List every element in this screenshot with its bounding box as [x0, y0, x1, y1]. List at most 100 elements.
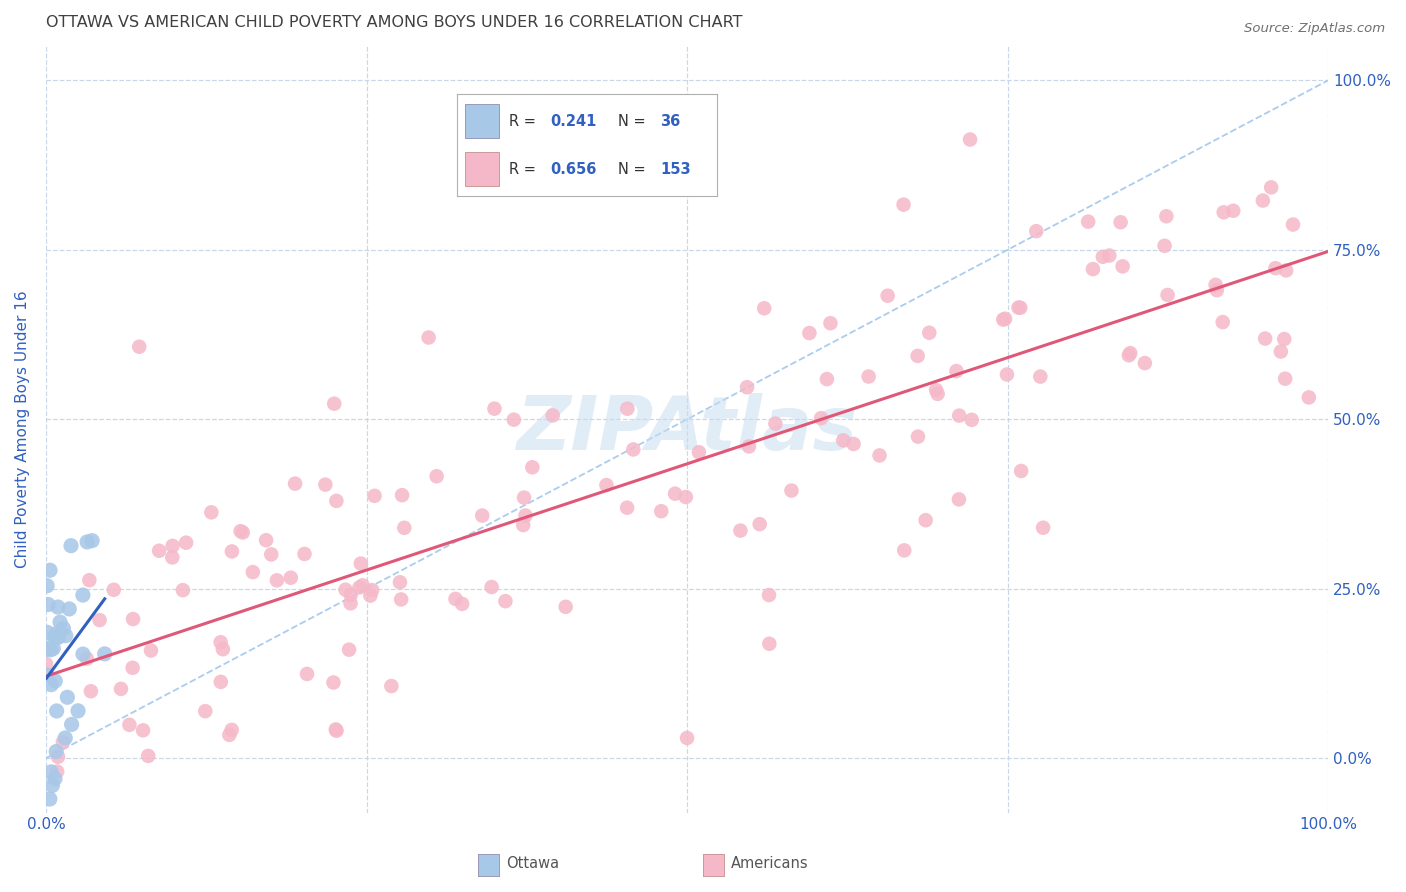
Point [1098, 248, 1121, 262]
Point [209, 635, 232, 649]
Point [128, 340, 150, 354]
Point [200, 505, 222, 519]
Point [121, 661, 143, 675]
Point [322, 675, 344, 690]
Point [52, 622, 75, 636]
Point [522, 460, 544, 475]
Point [554, 599, 576, 614]
Point [136, 748, 159, 763]
Point [45, 626, 67, 640]
Point [209, 674, 232, 689]
Point [80, 684, 103, 698]
Point [389, 592, 412, 607]
Point [295, 667, 318, 681]
Point [893, 197, 915, 211]
Point [39, 764, 62, 779]
Point [1118, 348, 1140, 362]
Point [380, 679, 402, 693]
Point [595, 478, 617, 492]
Point [1270, 344, 1292, 359]
Point [38, 792, 60, 806]
Point [391, 488, 413, 502]
Point [688, 445, 710, 459]
Point [810, 411, 832, 425]
Point [325, 723, 347, 737]
Point [350, 557, 373, 571]
Point [995, 368, 1018, 382]
Point [325, 494, 347, 508]
Point [53, 731, 76, 745]
Point [46, 630, 69, 644]
Point [1081, 262, 1104, 277]
Point [39, 642, 62, 657]
Point [335, 582, 357, 597]
Point [46, 749, 69, 764]
Point [780, 483, 803, 498]
Point [221, 544, 243, 558]
Point [738, 440, 761, 454]
Point [35, 668, 58, 682]
Text: 153: 153 [659, 162, 690, 178]
Point [266, 574, 288, 588]
Text: 0.656: 0.656 [551, 162, 598, 178]
Point [758, 588, 780, 602]
Point [1077, 214, 1099, 228]
Point [127, 833, 149, 847]
Point [89, 613, 111, 627]
Point [1275, 263, 1298, 277]
Point [37, 579, 59, 593]
Point [1205, 283, 1227, 297]
Point [650, 504, 672, 518]
Bar [465, 104, 499, 137]
Text: R =: R = [509, 162, 536, 178]
Point [763, 417, 786, 431]
Point [93, 647, 115, 661]
Point [735, 380, 758, 394]
Point [730, 524, 752, 538]
Point [361, 583, 384, 598]
Point [948, 492, 970, 507]
Point [515, 508, 537, 523]
Point [945, 364, 967, 378]
Point [284, 476, 307, 491]
Point [869, 449, 891, 463]
Point [194, 704, 217, 718]
Point [758, 637, 780, 651]
Text: Americans: Americans [731, 856, 808, 871]
Point [993, 312, 1015, 326]
Point [352, 578, 374, 592]
Point [82, 533, 104, 548]
Point [314, 477, 336, 491]
Point [1251, 194, 1274, 208]
Point [76, 535, 98, 549]
Point [925, 383, 948, 397]
Point [948, 409, 970, 423]
Point [60, 717, 83, 731]
Point [260, 548, 283, 562]
Y-axis label: Child Poverty Among Boys Under 16: Child Poverty Among Boys Under 16 [15, 291, 30, 568]
Text: 0.241: 0.241 [551, 114, 598, 128]
Point [1029, 369, 1052, 384]
Point [388, 575, 411, 590]
Point [675, 490, 697, 504]
Point [1272, 332, 1295, 346]
Point [37, 625, 59, 640]
Point [212, 642, 235, 657]
Text: Source: ZipAtlas.com: Source: ZipAtlas.com [1244, 22, 1385, 36]
Point [451, 597, 474, 611]
Point [60, 539, 83, 553]
Bar [465, 153, 499, 186]
Point [174, 535, 197, 549]
Point [44, 673, 66, 688]
Point [58, 602, 80, 616]
Point [616, 401, 638, 416]
Point [1025, 224, 1047, 238]
Point [1254, 332, 1277, 346]
Point [1298, 391, 1320, 405]
Point [748, 517, 770, 532]
Point [481, 580, 503, 594]
Point [858, 369, 880, 384]
Point [494, 594, 516, 608]
Point [664, 486, 686, 500]
Text: 36: 36 [659, 114, 681, 128]
